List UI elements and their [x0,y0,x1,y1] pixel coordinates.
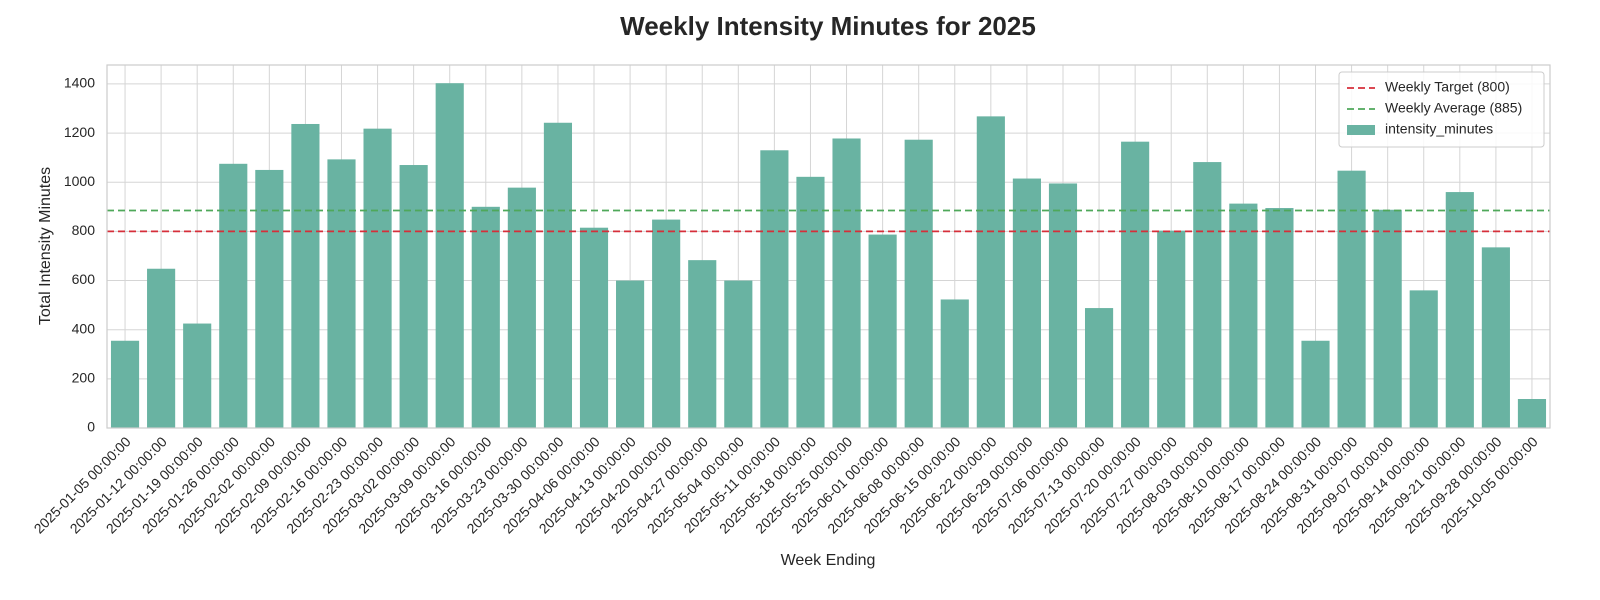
bar [110,340,140,428]
y-axis-label: Total Intensity Minutes [37,167,54,325]
bar [1048,183,1078,428]
x-axis-label: Week Ending [781,552,876,569]
bar [399,165,428,428]
bar [652,219,681,428]
bar [183,323,212,428]
bar [1445,192,1474,428]
bar [219,163,248,428]
bar [471,206,500,428]
y-tick-label: 200 [72,370,96,386]
bar [507,187,536,428]
bar [796,176,825,428]
bar [579,227,609,428]
bar [1157,230,1186,428]
bar [940,299,969,428]
bar [1084,308,1114,428]
bar [724,280,753,428]
bar [1517,398,1547,428]
bar [1193,162,1222,428]
bar [1265,208,1294,428]
legend-swatch [1347,125,1375,135]
bar [976,116,1005,429]
legend-box [1338,71,1545,148]
y-tick-label: 0 [87,419,95,435]
y-tick-label: 800 [72,222,96,238]
bar [1409,290,1438,428]
bar [1229,203,1258,428]
bar [1337,170,1366,429]
bar [616,280,645,428]
bar [688,260,717,428]
bar [832,138,861,428]
bar [543,122,573,428]
y-tick-label: 600 [72,271,96,287]
bar [1301,340,1330,428]
bar [904,139,933,428]
bar [327,159,356,428]
plot-frame [106,64,1551,429]
legend-label: intensity_minutes [1385,121,1493,137]
bar [291,123,320,428]
bar [760,150,789,428]
y-tick-label: 400 [72,320,96,336]
bar [1121,141,1150,429]
bar [435,83,464,429]
bar [868,234,897,428]
bar [255,169,284,429]
legend-label: Weekly Average (885) [1385,100,1522,116]
bar [1012,178,1041,428]
y-tick-label: 1000 [64,173,95,189]
chart-title: Weekly Intensity Minutes for 2025 [620,11,1036,41]
bar [363,128,392,428]
y-tick-label: 1200 [64,124,95,140]
bar [1481,247,1510,428]
bar [1373,209,1402,428]
legend-label: Weekly Target (800) [1385,79,1510,95]
bar [147,268,176,428]
y-tick-label: 1400 [64,75,95,91]
legend: Weekly Target (800) Weekly Average (885) i… [1338,71,1545,148]
